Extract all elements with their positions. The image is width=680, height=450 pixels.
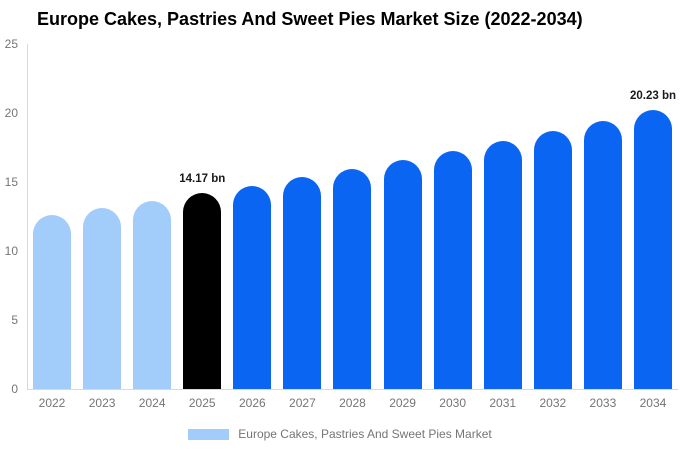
x-tick-label: 2024 bbox=[138, 396, 166, 410]
bar-2031[interactable] bbox=[483, 141, 522, 389]
bar-value-label: 20.23 bn bbox=[629, 89, 676, 102]
legend-item[interactable]: Europe Cakes, Pastries And Sweet Pies Ma… bbox=[0, 426, 680, 442]
x-axis-line bbox=[27, 389, 678, 390]
y-tick-label: 15 bbox=[4, 174, 18, 189]
y-axis-line bbox=[27, 44, 28, 389]
bar-2023[interactable] bbox=[83, 208, 122, 389]
x-tick-label: 2022 bbox=[38, 396, 66, 410]
y-tick-label: 5 bbox=[11, 312, 18, 327]
bar-2027[interactable] bbox=[283, 177, 322, 389]
bar-value-label: 14.17 bn bbox=[179, 173, 226, 186]
chart-title: Europe Cakes, Pastries And Sweet Pies Ma… bbox=[37, 9, 583, 29]
x-tick-label: 2028 bbox=[339, 396, 366, 410]
bar-2030[interactable] bbox=[433, 150, 472, 389]
bar-2033[interactable] bbox=[583, 120, 622, 389]
bar-2029[interactable] bbox=[383, 159, 422, 389]
bar-2025[interactable] bbox=[183, 193, 222, 389]
x-tick-label: 2026 bbox=[238, 396, 266, 410]
y-tick-label: 0 bbox=[11, 381, 18, 396]
bar-2026[interactable] bbox=[233, 185, 272, 389]
x-tick-label: 2023 bbox=[88, 396, 116, 410]
x-tick-label: 2031 bbox=[489, 396, 517, 410]
legend-swatch bbox=[188, 428, 230, 440]
bar-2028[interactable] bbox=[333, 168, 372, 389]
x-tick-label: 2032 bbox=[539, 396, 567, 410]
x-tick-label: 2033 bbox=[589, 396, 617, 410]
y-tick-label: 20 bbox=[4, 105, 18, 120]
bar-2034[interactable] bbox=[633, 109, 672, 389]
y-tick-label: 10 bbox=[4, 243, 18, 258]
x-tick-label: 2027 bbox=[289, 396, 316, 410]
x-tick-label: 2034 bbox=[639, 396, 667, 410]
x-tick-label: 2030 bbox=[439, 396, 466, 410]
y-tick-label: 25 bbox=[4, 36, 18, 51]
x-tick-label: 2025 bbox=[188, 396, 216, 410]
bar-2024[interactable] bbox=[133, 201, 172, 389]
bar-2032[interactable] bbox=[533, 131, 572, 389]
bar-2022[interactable] bbox=[33, 215, 71, 389]
x-tick-label: 2029 bbox=[389, 396, 416, 410]
legend-label: Europe Cakes, Pastries And Sweet Pies Ma… bbox=[238, 427, 492, 441]
